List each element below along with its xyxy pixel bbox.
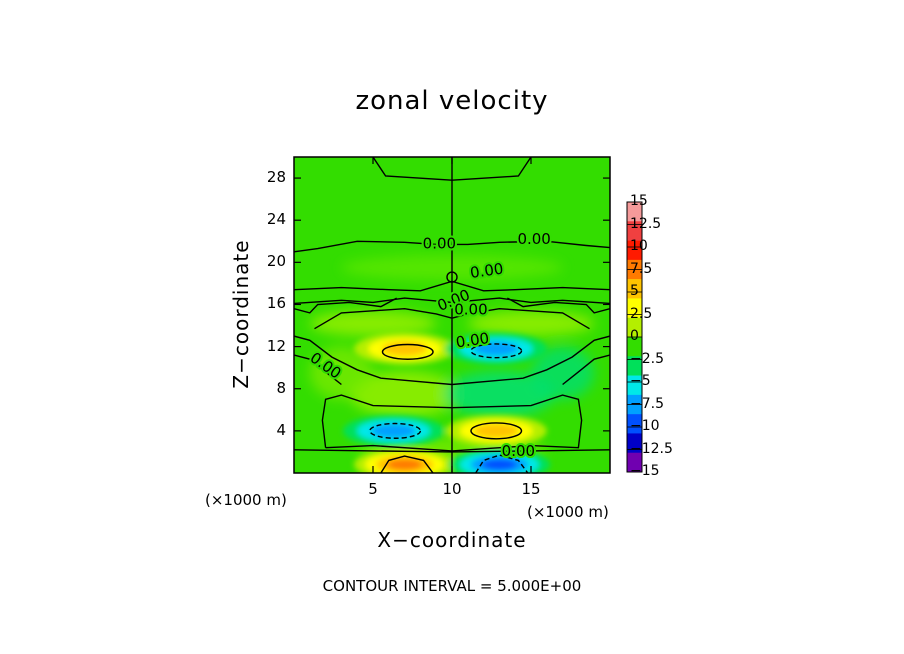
y-tick-label: 28	[266, 168, 286, 187]
extremum-positive	[473, 423, 519, 438]
chart-title: zonal velocity	[355, 86, 549, 116]
colorbar-label: 5	[630, 283, 639, 299]
contour-line	[294, 297, 398, 314]
contour-line	[562, 354, 610, 386]
contour-line	[380, 455, 434, 473]
x-unit-label-left: (×1000 m)	[205, 491, 287, 509]
y-tick-label: 16	[266, 294, 286, 313]
colorbar-label: 7.5	[630, 260, 653, 277]
contour-closed	[446, 271, 458, 283]
y-tick-label: 4	[276, 420, 286, 439]
colorbar-swatch	[627, 375, 642, 396]
extremum-negative	[481, 459, 517, 471]
colorbar-swatch	[627, 337, 642, 357]
x-tick-label: 15	[521, 480, 541, 498]
colorbar-label: 0	[630, 328, 639, 344]
contour-interval-note: CONTOUR INTERVAL = 5.000E+00	[322, 577, 582, 595]
colorbar-label: 2.5	[630, 305, 653, 322]
contour-line	[321, 394, 583, 452]
colorbar-swatch	[627, 240, 642, 261]
colorbar-label: 10	[630, 238, 648, 254]
contour-line	[314, 307, 590, 330]
contour-label: 0.00	[502, 442, 535, 460]
colorbar-swatch	[627, 298, 642, 319]
colorbar-swatch	[627, 356, 642, 376]
contour-label: 0.00	[517, 230, 550, 248]
extremum-negative	[371, 423, 417, 438]
y-tick-label: 12	[266, 336, 286, 355]
colorbar-swatch	[627, 452, 642, 473]
contour-closed	[470, 343, 523, 359]
contour-line	[294, 354, 342, 386]
y-tick-label: 8	[276, 378, 286, 397]
contour-line	[506, 297, 610, 314]
colorbar-label: −15	[630, 463, 660, 479]
contour-closed	[470, 422, 523, 440]
colorbar-label: 12.5	[630, 215, 662, 232]
colorbar-swatch	[627, 221, 642, 241]
contour-line	[372, 157, 532, 181]
x-tick-label: 10	[442, 480, 462, 498]
colorbar-swatch	[627, 202, 642, 222]
contour-label: 0.00	[455, 329, 491, 351]
x-axis-label: X−coordinate	[377, 528, 527, 552]
colorbar-label: 15	[630, 193, 648, 209]
contour-label: 0.00	[454, 301, 487, 319]
contour-line	[294, 335, 610, 386]
colorbar-swatch	[627, 279, 642, 299]
colorbar-swatch	[627, 317, 642, 338]
contour-line	[475, 454, 529, 473]
contour-line	[294, 240, 610, 253]
y-tick-label: 20	[266, 252, 286, 271]
colorbar-swatch	[627, 414, 642, 434]
y-tick-label: 24	[266, 210, 286, 229]
contour-closed	[381, 343, 434, 360]
contour-line	[294, 280, 610, 292]
colorbar-label: −5	[630, 373, 651, 389]
contour-line	[294, 449, 610, 453]
colorbar-label: −12.5	[630, 440, 673, 457]
x-unit-label-right: (×1000 m)	[527, 503, 609, 521]
contour-line	[294, 297, 610, 305]
colorbar-swatch	[627, 433, 642, 454]
extremum-positive	[382, 341, 428, 356]
colorbar-label: −10	[630, 418, 660, 434]
colorbar-label: −7.5	[630, 395, 664, 412]
contour-label: 0.00	[423, 234, 456, 252]
x-tick-label: 5	[368, 480, 378, 498]
colorbar-label: −2.5	[630, 350, 664, 367]
contour-closed	[369, 422, 422, 439]
extremum-positive	[387, 459, 423, 471]
